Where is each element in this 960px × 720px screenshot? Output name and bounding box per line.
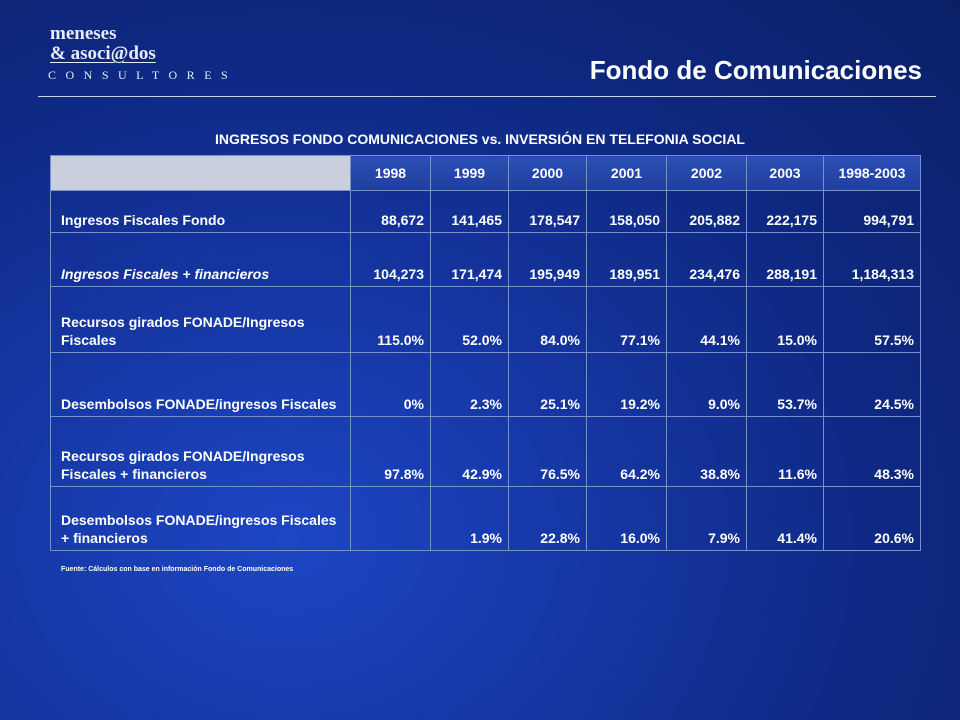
logo-line-3: CONSULTORES <box>48 68 238 82</box>
table-row: Desembolsos FONADE/ingresos Fiscales + f… <box>50 486 921 551</box>
table-cell: 7.9% <box>666 486 747 551</box>
table-cell: 42.9% <box>430 416 509 487</box>
table-cell: 115.0% <box>350 286 431 353</box>
table-cell: 24.5% <box>823 352 921 417</box>
table-cell: 9.0% <box>666 352 747 417</box>
table-cell: 104,273 <box>350 232 431 287</box>
logo-line-1: meneses <box>50 23 117 44</box>
table-cell: 994,791 <box>823 190 921 233</box>
table-cell <box>350 486 431 551</box>
column-header: 1998 <box>350 155 431 191</box>
table-cell: 234,476 <box>666 232 747 287</box>
page-title: Fondo de Comunicaciones <box>589 55 922 85</box>
column-header: 1999 <box>430 155 509 191</box>
table-cell: 11.6% <box>746 416 824 487</box>
table-row: Ingresos Fiscales + financieros 104,273 … <box>50 232 921 287</box>
table-title: INGRESOS FONDO COMUNICACIONES vs. INVERS… <box>215 131 745 147</box>
column-header: 2002 <box>666 155 747 191</box>
table-cell: 1.9% <box>430 486 509 551</box>
column-header: 2000 <box>508 155 587 191</box>
table-cell: 195,949 <box>508 232 587 287</box>
table-cell: 189,951 <box>586 232 667 287</box>
table-cell: 25.1% <box>508 352 587 417</box>
column-header: 2001 <box>586 155 667 191</box>
table-cell: 64.2% <box>586 416 667 487</box>
table-cell: 77.1% <box>586 286 667 353</box>
table-cell: 57.5% <box>823 286 921 353</box>
table-cell: 19.2% <box>586 352 667 417</box>
table-cell: 97.8% <box>350 416 431 487</box>
source-note: Fuente: Cálculos con base en información… <box>61 566 294 573</box>
column-header: 1998-2003 <box>823 155 921 191</box>
table-header-row: 1998 1999 2000 2001 2002 2003 1998-2003 <box>50 155 921 191</box>
table-cell: 141,465 <box>430 190 509 233</box>
company-logo: meneses & asoci@dos CONSULTORES <box>48 23 238 83</box>
row-label: Ingresos Fiscales + financieros <box>50 232 351 287</box>
header-divider <box>38 96 936 97</box>
table-cell: 41.4% <box>746 486 824 551</box>
row-label: Desembolsos FONADE/ingresos Fiscales + f… <box>50 486 351 551</box>
table-cell: 44.1% <box>666 286 747 353</box>
table-cell: 171,474 <box>430 232 509 287</box>
table-cell: 288,191 <box>746 232 824 287</box>
table-cell: 84.0% <box>508 286 587 353</box>
table-cell: 16.0% <box>586 486 667 551</box>
table-cell: 48.3% <box>823 416 921 487</box>
table-cell: 0% <box>350 352 431 417</box>
row-label: Ingresos Fiscales Fondo <box>50 190 351 233</box>
table-cell: 158,050 <box>586 190 667 233</box>
table-cell: 2.3% <box>430 352 509 417</box>
table-cell: 88,672 <box>350 190 431 233</box>
table-cell: 38.8% <box>666 416 747 487</box>
table-cell: 222,175 <box>746 190 824 233</box>
table-cell: 76.5% <box>508 416 587 487</box>
table-row: Recursos girados FONADE/Ingresos Fiscale… <box>50 416 921 487</box>
table-cell: 1,184,313 <box>823 232 921 287</box>
table-cell: 53.7% <box>746 352 824 417</box>
row-label: Recursos girados FONADE/Ingresos Fiscale… <box>50 286 351 353</box>
data-table: 1998 1999 2000 2001 2002 2003 1998-2003 … <box>50 155 921 551</box>
table-cell: 205,882 <box>666 190 747 233</box>
row-label: Desembolsos FONADE/ingresos Fiscales <box>50 352 351 417</box>
table-row: Desembolsos FONADE/ingresos Fiscales 0% … <box>50 352 921 417</box>
column-header: 2003 <box>746 155 824 191</box>
table-cell: 52.0% <box>430 286 509 353</box>
table-cell: 20.6% <box>823 486 921 551</box>
table-cell: 15.0% <box>746 286 824 353</box>
table-cell: 22.8% <box>508 486 587 551</box>
row-label: Recursos girados FONADE/Ingresos Fiscale… <box>50 416 351 487</box>
table-cell: 178,547 <box>508 190 587 233</box>
header-corner-cell <box>50 155 351 191</box>
table-row: Ingresos Fiscales Fondo 88,672 141,465 1… <box>50 190 921 233</box>
table-row: Recursos girados FONADE/Ingresos Fiscale… <box>50 286 921 353</box>
logo-line-2: & asoci@dos <box>50 43 156 64</box>
